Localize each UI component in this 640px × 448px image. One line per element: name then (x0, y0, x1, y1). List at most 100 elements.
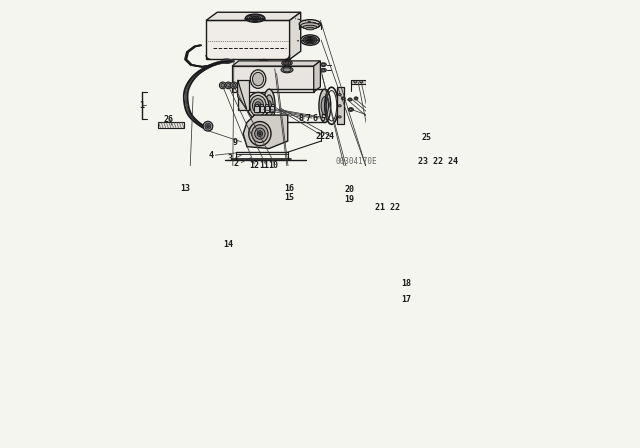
Text: 13: 13 (180, 184, 190, 193)
Polygon shape (237, 80, 247, 109)
Polygon shape (206, 12, 301, 21)
Circle shape (203, 121, 212, 131)
Ellipse shape (321, 97, 328, 115)
Ellipse shape (349, 108, 353, 111)
Ellipse shape (252, 125, 268, 142)
Text: 9: 9 (233, 138, 238, 147)
Polygon shape (289, 12, 301, 60)
Text: 2: 2 (234, 159, 239, 168)
Bar (351, 80, 365, 83)
Text: 3: 3 (228, 155, 232, 164)
Bar (237, 80, 249, 109)
Ellipse shape (252, 73, 264, 86)
Text: 12: 12 (249, 161, 259, 170)
Text: 18: 18 (401, 280, 411, 289)
Bar (337, 87, 344, 125)
Ellipse shape (267, 101, 271, 111)
Polygon shape (243, 115, 288, 148)
Ellipse shape (305, 38, 316, 43)
Ellipse shape (252, 17, 259, 20)
Bar (260, 104, 263, 106)
Text: 15: 15 (284, 194, 294, 202)
Text: 16: 16 (284, 184, 294, 193)
Ellipse shape (245, 14, 265, 22)
Ellipse shape (338, 105, 341, 107)
Ellipse shape (360, 80, 363, 83)
Bar (260, 106, 264, 112)
Polygon shape (206, 21, 289, 60)
Ellipse shape (321, 64, 325, 66)
Text: 8: 8 (298, 114, 303, 123)
Text: 21 22: 21 22 (375, 202, 400, 211)
Text: 5: 5 (321, 114, 325, 123)
Ellipse shape (307, 39, 312, 42)
Text: 7: 7 (305, 114, 310, 123)
Text: 26: 26 (163, 115, 173, 124)
Ellipse shape (305, 27, 314, 30)
Ellipse shape (265, 95, 273, 116)
Ellipse shape (319, 89, 331, 122)
Text: 1: 1 (140, 101, 144, 110)
Bar (254, 106, 259, 112)
Ellipse shape (261, 60, 266, 62)
Ellipse shape (257, 131, 262, 137)
Ellipse shape (284, 61, 291, 65)
Ellipse shape (249, 121, 271, 146)
Ellipse shape (250, 95, 266, 116)
Ellipse shape (342, 98, 344, 99)
Ellipse shape (249, 16, 261, 21)
Text: 22: 22 (316, 132, 326, 141)
Bar (270, 106, 275, 112)
Ellipse shape (355, 98, 357, 99)
Bar (266, 104, 268, 106)
Bar (271, 104, 274, 106)
Ellipse shape (247, 15, 263, 22)
Circle shape (225, 82, 232, 89)
Ellipse shape (260, 60, 268, 63)
Ellipse shape (255, 128, 265, 139)
Ellipse shape (259, 132, 261, 135)
Ellipse shape (255, 102, 261, 110)
Ellipse shape (338, 116, 341, 118)
Text: 25: 25 (421, 133, 431, 142)
Ellipse shape (321, 69, 325, 71)
Polygon shape (232, 66, 314, 92)
Ellipse shape (223, 60, 230, 63)
Ellipse shape (283, 68, 291, 72)
Bar (265, 106, 269, 112)
Ellipse shape (342, 97, 345, 100)
Circle shape (230, 82, 237, 89)
Ellipse shape (282, 60, 292, 66)
Ellipse shape (348, 108, 353, 112)
Text: 19: 19 (344, 195, 354, 204)
Circle shape (220, 82, 226, 89)
Ellipse shape (281, 67, 293, 73)
Text: 10: 10 (268, 161, 278, 170)
Text: 14: 14 (223, 240, 233, 249)
Text: 6: 6 (313, 114, 318, 123)
Ellipse shape (247, 92, 269, 119)
Polygon shape (314, 61, 321, 92)
Text: 17: 17 (401, 295, 411, 305)
Ellipse shape (300, 20, 321, 29)
Ellipse shape (252, 99, 264, 113)
Ellipse shape (338, 94, 341, 96)
Circle shape (227, 83, 230, 87)
Ellipse shape (257, 104, 260, 108)
Text: 23 22 24: 23 22 24 (418, 157, 458, 166)
Text: 00304170E: 00304170E (336, 157, 378, 166)
Bar (255, 104, 258, 106)
Text: 11: 11 (259, 161, 269, 170)
Circle shape (207, 125, 209, 128)
Ellipse shape (250, 70, 266, 88)
Bar (158, 122, 184, 129)
Ellipse shape (301, 35, 319, 45)
Circle shape (221, 83, 225, 87)
Text: 4: 4 (209, 151, 214, 159)
Ellipse shape (303, 36, 317, 44)
Circle shape (232, 83, 236, 87)
Ellipse shape (354, 80, 356, 83)
Ellipse shape (221, 59, 232, 64)
Circle shape (205, 123, 211, 129)
Ellipse shape (348, 98, 352, 101)
